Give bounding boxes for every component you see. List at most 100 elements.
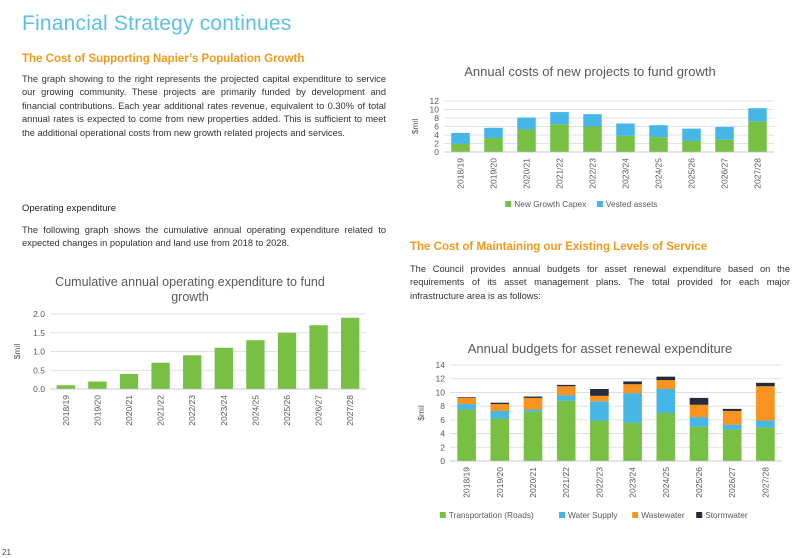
bar-wastewater: [722, 410, 742, 425]
opex-paragraph: The following graph shows the cumulative…: [22, 225, 386, 249]
bar-wastewater: [590, 395, 609, 402]
legend-swatch: [696, 512, 703, 518]
page-number: 21: [2, 548, 11, 557]
legend-swatch: [596, 201, 603, 207]
bar-value: [88, 381, 107, 389]
y-tick-label: 6: [434, 122, 439, 132]
bar-transportation-roads-: [523, 411, 543, 461]
y-tick-label: 8: [440, 401, 445, 411]
bar-value: [246, 340, 265, 389]
bar-value: [183, 355, 202, 389]
y-tick-label: 8: [434, 113, 439, 123]
y-tick-label: 12: [436, 374, 446, 384]
x-tick-label: 2022/23: [187, 395, 197, 426]
growth-chart-svg: Annual costs of new projects to fund gro…: [410, 64, 774, 209]
y-tick-label: 1.5: [33, 328, 45, 338]
x-tick-label: 2024/25: [250, 395, 260, 426]
y-tick-label: 2: [440, 442, 445, 452]
bar-stormwater: [689, 397, 709, 405]
y-axis-label: $mil: [416, 405, 426, 421]
bar-vested-assets: [550, 112, 569, 125]
y-tick-label: 0: [440, 456, 445, 466]
x-tick-label: 2020/21: [528, 467, 538, 498]
bar-wastewater: [523, 397, 543, 410]
bar-wastewater: [689, 404, 709, 418]
growth-heading: The Cost of Supporting Napier’s Populati…: [22, 53, 305, 65]
bar-new-growth-capex: [715, 139, 734, 152]
x-tick-label: 2027/28: [753, 158, 763, 189]
bar-value: [341, 317, 360, 389]
bar-water-supply: [490, 410, 510, 419]
bar-transportation-roads-: [689, 426, 709, 461]
bar-value: [151, 362, 170, 389]
chart-title: Annual budgets for asset renewal expendi…: [468, 341, 733, 356]
x-tick-label: 2021/22: [561, 467, 571, 498]
bar-value: [56, 385, 75, 389]
bar-new-growth-capex: [451, 143, 470, 152]
chart-title: growth: [171, 290, 209, 304]
x-tick-label: 2025/26: [282, 395, 292, 426]
bar-value: [277, 332, 297, 389]
x-tick-label: 2022/23: [588, 158, 598, 189]
bar-transportation-roads-: [756, 427, 775, 461]
y-tick-label: 12: [430, 96, 440, 106]
bar-new-growth-capex: [748, 121, 767, 152]
bar-stormwater: [656, 376, 676, 381]
bar-transportation-roads-: [623, 422, 642, 461]
y-tick-label: 0.0: [33, 384, 45, 394]
bar-wastewater: [656, 380, 676, 389]
bar-transportation-roads-: [490, 418, 510, 461]
bar-water-supply: [656, 389, 676, 413]
x-tick-label: 2025/26: [687, 158, 697, 189]
legend-label: Vested assets: [606, 199, 658, 209]
x-tick-label: 2026/27: [720, 158, 730, 189]
legend-swatch: [632, 512, 639, 518]
x-tick-label: 2018/19: [61, 395, 71, 426]
bar-water-supply: [689, 417, 709, 427]
y-tick-label: 0: [434, 147, 439, 157]
legend-label: Stormwater: [705, 510, 748, 520]
x-tick-label: 2023/24: [628, 467, 638, 498]
x-tick-label: 2027/28: [345, 395, 355, 426]
x-tick-label: 2021/22: [555, 158, 565, 189]
x-tick-label: 2019/20: [495, 467, 505, 498]
x-tick-label: 2024/25: [654, 158, 664, 189]
x-tick-label: 2027/28: [760, 467, 770, 498]
bar-vested-assets: [517, 117, 536, 130]
y-tick-label: 2.0: [33, 309, 45, 319]
bar-water-supply: [590, 401, 609, 421]
opex-chart: Cumulative annual operating expenditure …: [10, 270, 380, 440]
bar-transportation-roads-: [722, 429, 742, 461]
legend-label: New Growth Capex: [514, 199, 587, 209]
legend-label: Transportation (Roads): [449, 510, 534, 520]
bar-value: [119, 374, 139, 389]
bar-wastewater: [457, 397, 476, 405]
x-tick-label: 2025/26: [694, 467, 704, 498]
bar-water-supply: [623, 393, 642, 423]
y-tick-label: 14: [436, 360, 446, 370]
bar-stormwater: [523, 396, 543, 398]
bar-value: [309, 325, 328, 389]
x-tick-label: 2023/24: [219, 395, 229, 426]
renewal-chart: Annual budgets for asset renewal expendi…: [410, 336, 790, 526]
bar-transportation-roads-: [457, 409, 476, 461]
x-tick-label: 2019/20: [92, 395, 102, 426]
bar-wastewater: [756, 386, 775, 421]
bar-new-growth-capex: [517, 129, 536, 152]
bar-new-growth-capex: [682, 140, 701, 152]
chart-title: Cumulative annual operating expenditure …: [55, 275, 325, 289]
y-tick-label: 10: [430, 105, 440, 115]
x-tick-label: 2020/21: [522, 158, 532, 189]
page-title: Financial Strategy continues: [22, 12, 292, 35]
legend-swatch: [505, 201, 512, 207]
legend-label: Wastewater: [641, 510, 685, 520]
y-tick-label: 4: [434, 130, 439, 140]
opex-heading: Operating expenditure: [22, 203, 117, 214]
x-tick-label: 2020/21: [124, 395, 134, 426]
bar-vested-assets: [682, 128, 701, 141]
y-tick-label: 0.5: [33, 365, 45, 375]
y-tick-label: 10: [436, 387, 446, 397]
x-tick-label: 2026/27: [314, 395, 324, 426]
bar-water-supply: [722, 424, 742, 430]
bar-new-growth-capex: [649, 137, 668, 152]
